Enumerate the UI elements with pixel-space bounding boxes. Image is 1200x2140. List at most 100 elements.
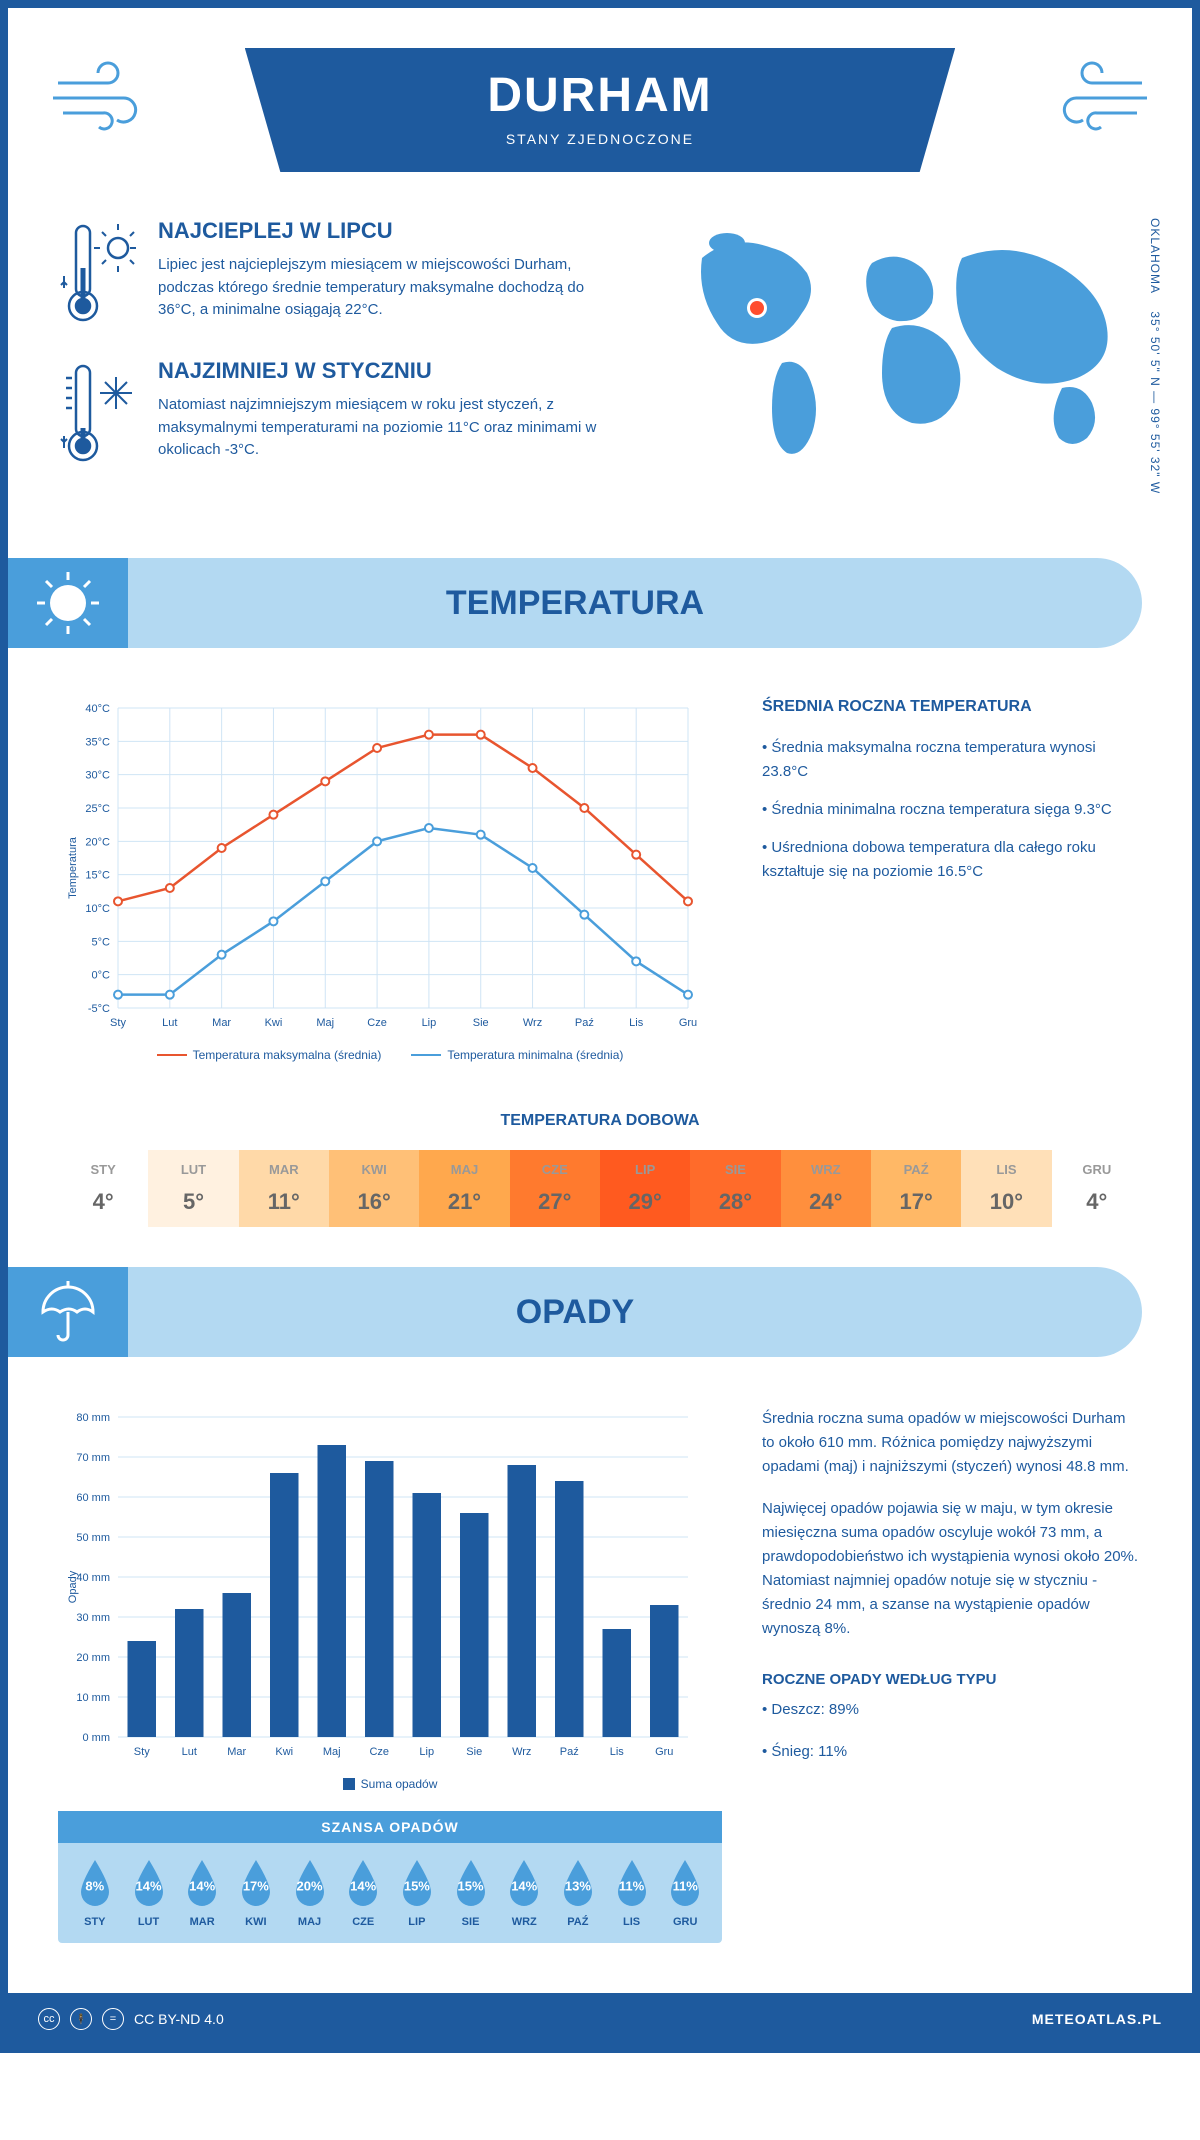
thermometer-cold-icon (58, 358, 138, 468)
precipitation-banner: OPADY (8, 1267, 1142, 1357)
header: DURHAM STANY ZJEDNOCZONE (8, 8, 1192, 188)
svg-text:Sie: Sie (466, 1746, 482, 1758)
precipitation-legend: Suma opadów (58, 1777, 722, 1791)
intro-section: NAJCIEPLEJ W LIPCU Lipiec jest najcieple… (8, 188, 1192, 538)
svg-text:20 mm: 20 mm (76, 1652, 110, 1664)
svg-text:Kwi: Kwi (275, 1746, 293, 1758)
chance-cell: 15%LIP (390, 1858, 444, 1928)
svg-text:50 mm: 50 mm (76, 1532, 110, 1544)
precipitation-paragraph: Najwięcej opadów pojawia się w maju, w t… (762, 1497, 1142, 1641)
svg-text:15°C: 15°C (85, 870, 110, 882)
svg-text:20°C: 20°C (85, 836, 110, 848)
svg-text:Wrz: Wrz (523, 1017, 542, 1029)
svg-text:Sty: Sty (110, 1017, 126, 1029)
precipitation-chance-box: SZANSA OPADÓW 8%STY14%LUT14%MAR17%KWI20%… (58, 1811, 722, 1943)
site-name: METEOATLAS.PL (1032, 2011, 1162, 2027)
snow-percent: • Śnieg: 11% (762, 1740, 1142, 1764)
chance-cell: 15%SIE (444, 1858, 498, 1928)
daily-temp-cell: LUT5° (148, 1150, 238, 1227)
svg-text:Maj: Maj (316, 1017, 334, 1029)
world-map-icon (662, 218, 1142, 478)
chance-title: SZANSA OPADÓW (58, 1811, 722, 1843)
coordinates: OKLAHOMA 35° 50' 5" N — 99° 55' 32" W (1148, 218, 1162, 494)
rain-percent: • Deszcz: 89% (762, 1698, 1142, 1722)
warmest-title: NAJCIEPLEJ W LIPCU (158, 218, 622, 244)
chance-cell: 14%CZE (336, 1858, 390, 1928)
cc-icon: cc (38, 2008, 60, 2030)
svg-text:Mar: Mar (227, 1746, 246, 1758)
svg-text:40°C: 40°C (85, 703, 110, 715)
city-title: DURHAM (245, 68, 955, 123)
svg-text:10 mm: 10 mm (76, 1692, 110, 1704)
daily-temp-cell: KWI16° (329, 1150, 419, 1227)
daily-temp-cell: LIS10° (961, 1150, 1051, 1227)
daily-temperature-title: TEMPERATURA DOBOWA (8, 1112, 1192, 1130)
temperature-content: -5°C0°C5°C10°C15°C20°C25°C30°C35°C40°CSt… (8, 678, 1192, 1092)
svg-text:Paź: Paź (560, 1746, 579, 1758)
thermometer-hot-icon (58, 218, 138, 328)
temperature-banner: TEMPERATURA (8, 558, 1142, 648)
chance-cell: 14%WRZ (497, 1858, 551, 1928)
svg-text:Gru: Gru (655, 1746, 673, 1758)
nd-icon: = (102, 2008, 124, 2030)
svg-text:80 mm: 80 mm (76, 1412, 110, 1424)
chance-cell: 17%KWI (229, 1858, 283, 1928)
umbrella-icon (8, 1267, 128, 1357)
coldest-text: Natomiast najzimniejszym miesiącem w rok… (158, 394, 622, 462)
daily-temperature-table: STY4°LUT5°MAR11°KWI16°MAJ21°CZE27°LIP29°… (58, 1150, 1142, 1227)
wind-icon (48, 58, 168, 138)
infographic-frame: DURHAM STANY ZJEDNOCZONE NAJCIEPLEJ W LI… (0, 0, 1200, 2053)
warmest-block: NAJCIEPLEJ W LIPCU Lipiec jest najcieple… (58, 218, 622, 328)
svg-text:Wrz: Wrz (512, 1746, 531, 1758)
map-column: OKLAHOMA 35° 50' 5" N — 99° 55' 32" W (662, 218, 1142, 498)
chance-cell: 13%PAŹ (551, 1858, 605, 1928)
svg-text:Lis: Lis (629, 1017, 644, 1029)
daily-temp-cell: SIE28° (690, 1150, 780, 1227)
temperature-bullet: • Uśredniona dobowa temperatura dla całe… (762, 836, 1142, 884)
temperature-chart: -5°C0°C5°C10°C15°C20°C25°C30°C35°C40°CSt… (58, 698, 722, 1062)
svg-text:Sie: Sie (473, 1017, 489, 1029)
svg-text:Cze: Cze (367, 1017, 387, 1029)
svg-text:Gru: Gru (679, 1017, 697, 1029)
precipitation-paragraph: Średnia roczna suma opadów w miejscowośc… (762, 1407, 1142, 1479)
precipitation-content: 0 mm10 mm20 mm30 mm40 mm50 mm60 mm70 mm8… (8, 1387, 1192, 1993)
country-subtitle: STANY ZJEDNOCZONE (245, 131, 955, 147)
precipitation-title: OPADY (128, 1293, 1142, 1332)
warmest-text: Lipiec jest najcieplejszym miesiącem w m… (158, 254, 622, 322)
svg-text:Lip: Lip (422, 1017, 437, 1029)
svg-text:Lut: Lut (162, 1017, 177, 1029)
svg-text:0 mm: 0 mm (83, 1732, 111, 1744)
svg-text:Lut: Lut (182, 1746, 197, 1758)
svg-text:25°C: 25°C (85, 803, 110, 815)
chance-cell: 20%MAJ (283, 1858, 337, 1928)
coldest-block: NAJZIMNIEJ W STYCZNIU Natomiast najzimni… (58, 358, 622, 468)
daily-temp-cell: CZE27° (510, 1150, 600, 1227)
svg-text:30 mm: 30 mm (76, 1612, 110, 1624)
svg-text:Temperatura: Temperatura (67, 836, 79, 899)
wind-icon (1032, 58, 1152, 138)
svg-text:10°C: 10°C (85, 903, 110, 915)
chance-cell: 14%MAR (175, 1858, 229, 1928)
license: cc 🕴 = CC BY-ND 4.0 (38, 2008, 224, 2030)
temperature-title: TEMPERATURA (128, 584, 1142, 623)
svg-text:Cze: Cze (369, 1746, 389, 1758)
daily-temp-cell: PAŹ17° (871, 1150, 961, 1227)
temperature-legend: Temperatura maksymalna (średnia) Tempera… (58, 1048, 722, 1062)
svg-text:Lip: Lip (419, 1746, 434, 1758)
svg-text:Opady: Opady (67, 1570, 79, 1603)
svg-text:5°C: 5°C (92, 936, 111, 948)
svg-text:70 mm: 70 mm (76, 1452, 110, 1464)
svg-text:Sty: Sty (134, 1746, 150, 1758)
chance-cell: 11%LIS (605, 1858, 659, 1928)
svg-text:Mar: Mar (212, 1017, 231, 1029)
chance-cell: 14%LUT (122, 1858, 176, 1928)
svg-text:60 mm: 60 mm (76, 1492, 110, 1504)
title-banner: DURHAM STANY ZJEDNOCZONE (245, 48, 955, 172)
svg-text:-5°C: -5°C (88, 1003, 110, 1015)
svg-text:Maj: Maj (323, 1746, 341, 1758)
daily-temp-cell: GRU4° (1052, 1150, 1142, 1227)
coldest-title: NAJZIMNIEJ W STYCZNIU (158, 358, 622, 384)
footer: cc 🕴 = CC BY-ND 4.0 METEOATLAS.PL (8, 1993, 1192, 2045)
daily-temp-cell: STY4° (58, 1150, 148, 1227)
svg-text:Paź: Paź (575, 1017, 594, 1029)
